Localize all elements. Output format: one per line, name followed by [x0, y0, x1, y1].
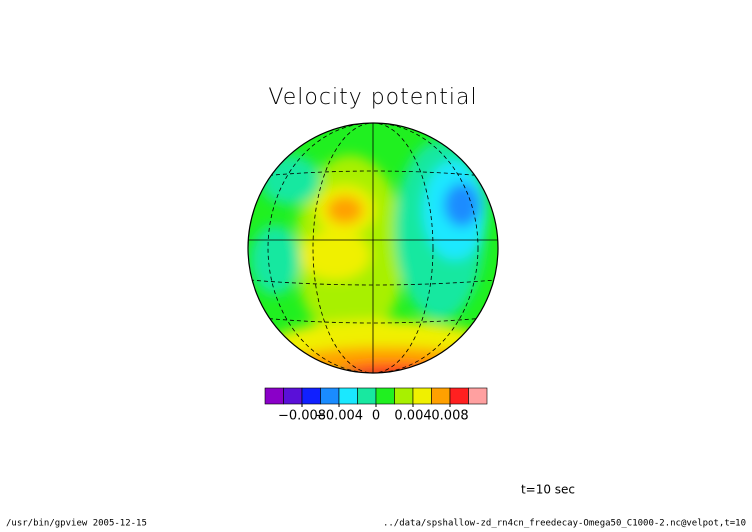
globe-outline [247, 122, 499, 374]
colorbar-box [431, 387, 451, 405]
colorbar-box [283, 387, 303, 405]
footer-right: ../data/spshallow-zd_rn4cn_freedecay-Ome… [383, 519, 746, 529]
colorbar-tick-label: 0 [372, 409, 380, 424]
colorbar-box [320, 387, 340, 405]
chart-title: Velocity potential [268, 85, 477, 110]
colorbar-box [338, 387, 358, 405]
colorbar-tick-label: −0.004 [315, 409, 363, 424]
colorbar-box [301, 387, 321, 405]
globe-field [248, 123, 498, 373]
colorbar-tick-label: 0.008 [431, 409, 468, 424]
colorbar-box [357, 387, 377, 405]
time-label: t=10 sec [521, 483, 575, 497]
colorbar-box [264, 387, 284, 405]
colorbar-box [412, 387, 432, 405]
colorbar-tick-label: −0.008 [278, 409, 326, 424]
colorbar-tick-label: 0.004 [394, 409, 431, 424]
colorbar-box [394, 387, 414, 405]
colorbar-box [375, 387, 395, 405]
colorbar-box [449, 387, 469, 405]
colorbar-box [468, 387, 488, 405]
footer-left: /usr/bin/gpview 2005-12-15 [6, 519, 147, 529]
